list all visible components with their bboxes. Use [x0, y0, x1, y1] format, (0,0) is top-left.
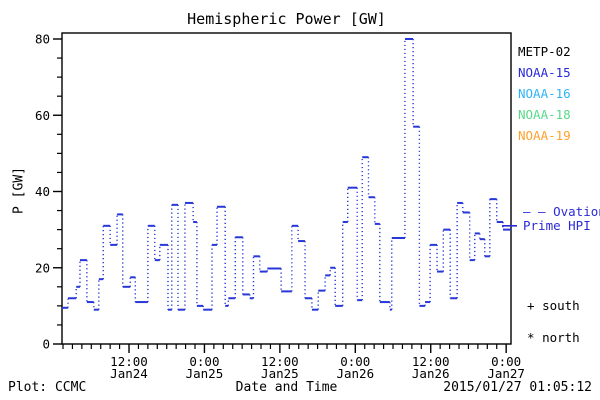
x-tick-date-label: Jan24	[110, 366, 148, 381]
x-tick-date-label: Jan26	[336, 366, 374, 381]
y-tick-label: 80	[35, 32, 50, 47]
x-tick-date-label: Jan25	[186, 366, 224, 381]
legend-item-noaa-16: NOAA-16	[518, 86, 571, 101]
satellite-legend: METP-02 NOAA-15 NOAA-16 NOAA-18 NOAA-19	[518, 44, 571, 149]
x-tick-date-label: Jan25	[261, 366, 299, 381]
legend-item-metp-02: METP-02	[518, 44, 571, 59]
ovation-line1: – — Ovation	[523, 205, 600, 219]
ovation-label-1: Ovation	[553, 204, 600, 219]
legend-item-noaa-18: NOAA-18	[518, 107, 571, 122]
x-tick-time-label: 12:00	[261, 354, 299, 369]
south-hemisphere-key: + south	[527, 298, 580, 313]
plot-source-caption: Plot: CCMC	[8, 380, 87, 395]
plus-marker-icon: +	[527, 298, 535, 313]
north-label: north	[542, 330, 580, 345]
ovation-prime-annotation: – — Ovation Prime HPI	[523, 205, 600, 233]
y-axis-title: P [GW]	[11, 167, 27, 214]
legend-item-noaa-19: NOAA-19	[518, 128, 571, 143]
plot-timestamp: 2015/01/27 01:05:12	[443, 380, 592, 395]
x-axis-title: Date and Time	[235, 380, 338, 395]
north-hemisphere-key: * north	[527, 330, 580, 345]
y-tick-label: 60	[35, 108, 50, 123]
x-tick-time-label: 12:00	[412, 354, 450, 369]
south-label: south	[542, 298, 580, 313]
y-tick-label: 20	[35, 260, 50, 275]
x-tick-time-label: 12:00	[110, 354, 148, 369]
ovation-dash-swatch: – —	[523, 204, 546, 219]
plot-frame	[61, 32, 512, 345]
x-tick-time-label: 0:00	[189, 354, 219, 369]
chart-title: Hemispheric Power [GW]	[187, 10, 386, 28]
y-tick-label: 0	[42, 337, 50, 352]
x-tick-time-label: 0:00	[340, 354, 370, 369]
x-tick-date-label: Jan26	[412, 366, 450, 381]
y-tick-label: 40	[35, 184, 50, 199]
ovation-label-2: Prime HPI	[523, 218, 591, 233]
x-tick-date-label: Jan27	[487, 366, 525, 381]
asterisk-marker-icon: *	[527, 330, 535, 345]
legend-item-noaa-15: NOAA-15	[518, 65, 571, 80]
x-tick-time-label: 0:00	[491, 354, 521, 369]
